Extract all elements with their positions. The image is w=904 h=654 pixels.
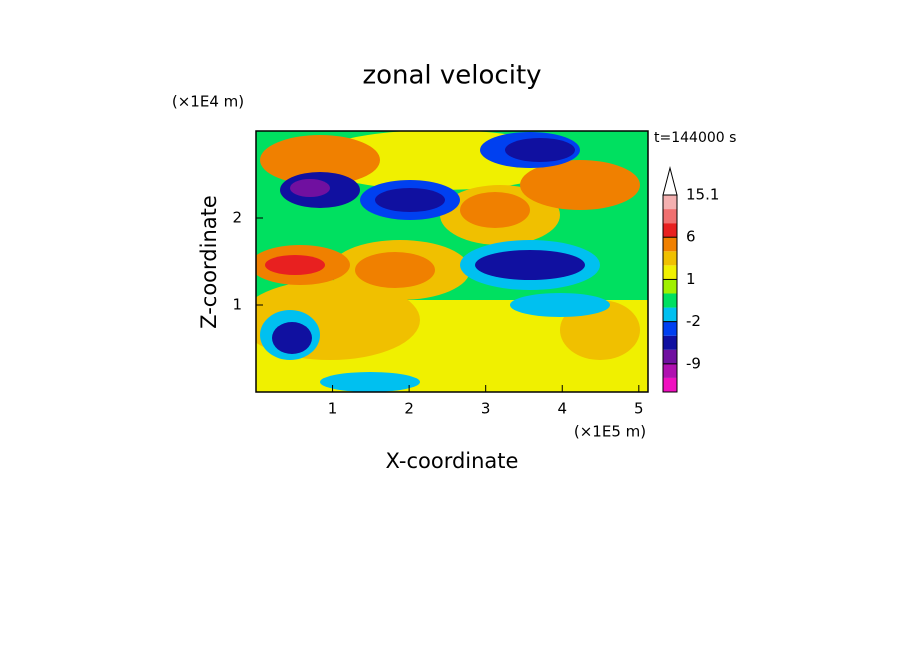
- colorbar-segment: [663, 321, 677, 336]
- colorbar-segment: [663, 307, 677, 322]
- colorbar-segment: [663, 223, 677, 238]
- y-tick-label: 2: [232, 209, 242, 227]
- x-unit: (×1E5 m): [574, 423, 646, 441]
- colorbar-segment: [663, 363, 677, 378]
- colorbar-tick-label: -2: [686, 312, 701, 330]
- colorbar-tick-label: 6: [686, 228, 696, 246]
- x-tick-label: 2: [404, 400, 414, 418]
- colorbar-segment: [663, 279, 677, 294]
- colorbar-segment: [663, 293, 677, 308]
- chart-title: zonal velocity: [362, 61, 541, 91]
- colorbar-segment: [663, 265, 677, 280]
- y-unit: (×1E4 m): [172, 93, 244, 111]
- colorbar-segment: [663, 335, 677, 350]
- x-tick-label: 1: [328, 400, 338, 418]
- colorbar-extension: [662, 166, 678, 196]
- colorbar-tick-label: 15.1: [686, 186, 719, 204]
- x-tick-label: 3: [481, 400, 491, 418]
- y-axis-label: Z-coordinate: [197, 195, 221, 329]
- colorbar-segment: [663, 251, 677, 266]
- colorbar-tick-label: 1: [686, 270, 696, 288]
- colorbar-segment: [663, 195, 677, 210]
- x-tick-label: 4: [557, 400, 567, 418]
- colorbar-segment: [663, 209, 677, 224]
- x-axis-label: X-coordinate: [386, 449, 519, 473]
- contour-field: [256, 131, 648, 392]
- time-label: t=144000 s: [654, 130, 736, 146]
- colorbar-segment: [663, 377, 677, 392]
- colorbar-tick-label: -9: [686, 354, 701, 372]
- colorbar-segment: [663, 237, 677, 252]
- plot-frame: [255, 130, 649, 393]
- x-tick-label: 5: [634, 400, 644, 418]
- colorbar-segment: [663, 349, 677, 364]
- y-tick-label: 1: [232, 296, 242, 314]
